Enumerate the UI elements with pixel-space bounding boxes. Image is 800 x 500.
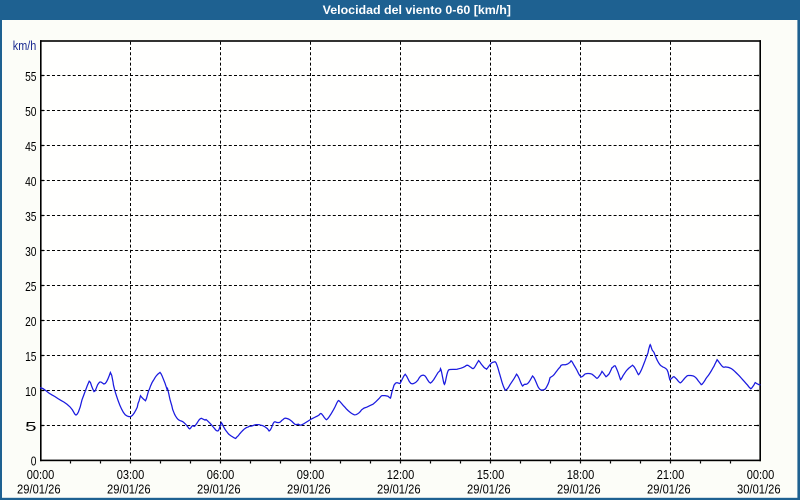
svg-text:15: 15 [25, 350, 36, 364]
svg-text:45: 45 [25, 140, 36, 154]
svg-text:0: 0 [31, 454, 37, 468]
svg-text:Velocidad del viento 0-60 [km/: Velocidad del viento 0-60 [km/h] [323, 3, 511, 17]
svg-text:21:00: 21:00 [657, 468, 685, 482]
svg-text:30: 30 [25, 245, 36, 259]
svg-text:06:00: 06:00 [207, 468, 235, 482]
svg-text:29/01/26: 29/01/26 [647, 483, 691, 497]
svg-text:18:00: 18:00 [567, 468, 595, 482]
svg-text:20: 20 [25, 315, 36, 329]
svg-text:29/01/26: 29/01/26 [17, 483, 61, 497]
svg-text:55: 55 [25, 70, 36, 84]
svg-text:40: 40 [25, 175, 36, 189]
svg-text:5: 5 [25, 420, 36, 434]
svg-text:09:00: 09:00 [297, 468, 325, 482]
svg-text:29/01/26: 29/01/26 [197, 483, 241, 497]
svg-text:29/01/26: 29/01/26 [377, 483, 421, 497]
svg-text:00:00: 00:00 [27, 468, 55, 482]
svg-text:15:00: 15:00 [477, 468, 505, 482]
svg-text:35: 35 [25, 210, 36, 224]
svg-text:12:00: 12:00 [387, 468, 415, 482]
svg-text:29/01/26: 29/01/26 [107, 483, 151, 497]
svg-text:25: 25 [25, 280, 36, 294]
svg-text:03:00: 03:00 [117, 468, 145, 482]
svg-text:29/01/26: 29/01/26 [467, 483, 511, 497]
svg-text:50: 50 [25, 105, 36, 119]
svg-text:30/01/26: 30/01/26 [737, 483, 781, 497]
svg-text:29/01/26: 29/01/26 [557, 483, 601, 497]
svg-text:00:00: 00:00 [747, 468, 775, 482]
svg-text:29/01/26: 29/01/26 [287, 483, 331, 497]
svg-text:10: 10 [25, 385, 36, 399]
svg-text:km/h: km/h [13, 39, 37, 53]
